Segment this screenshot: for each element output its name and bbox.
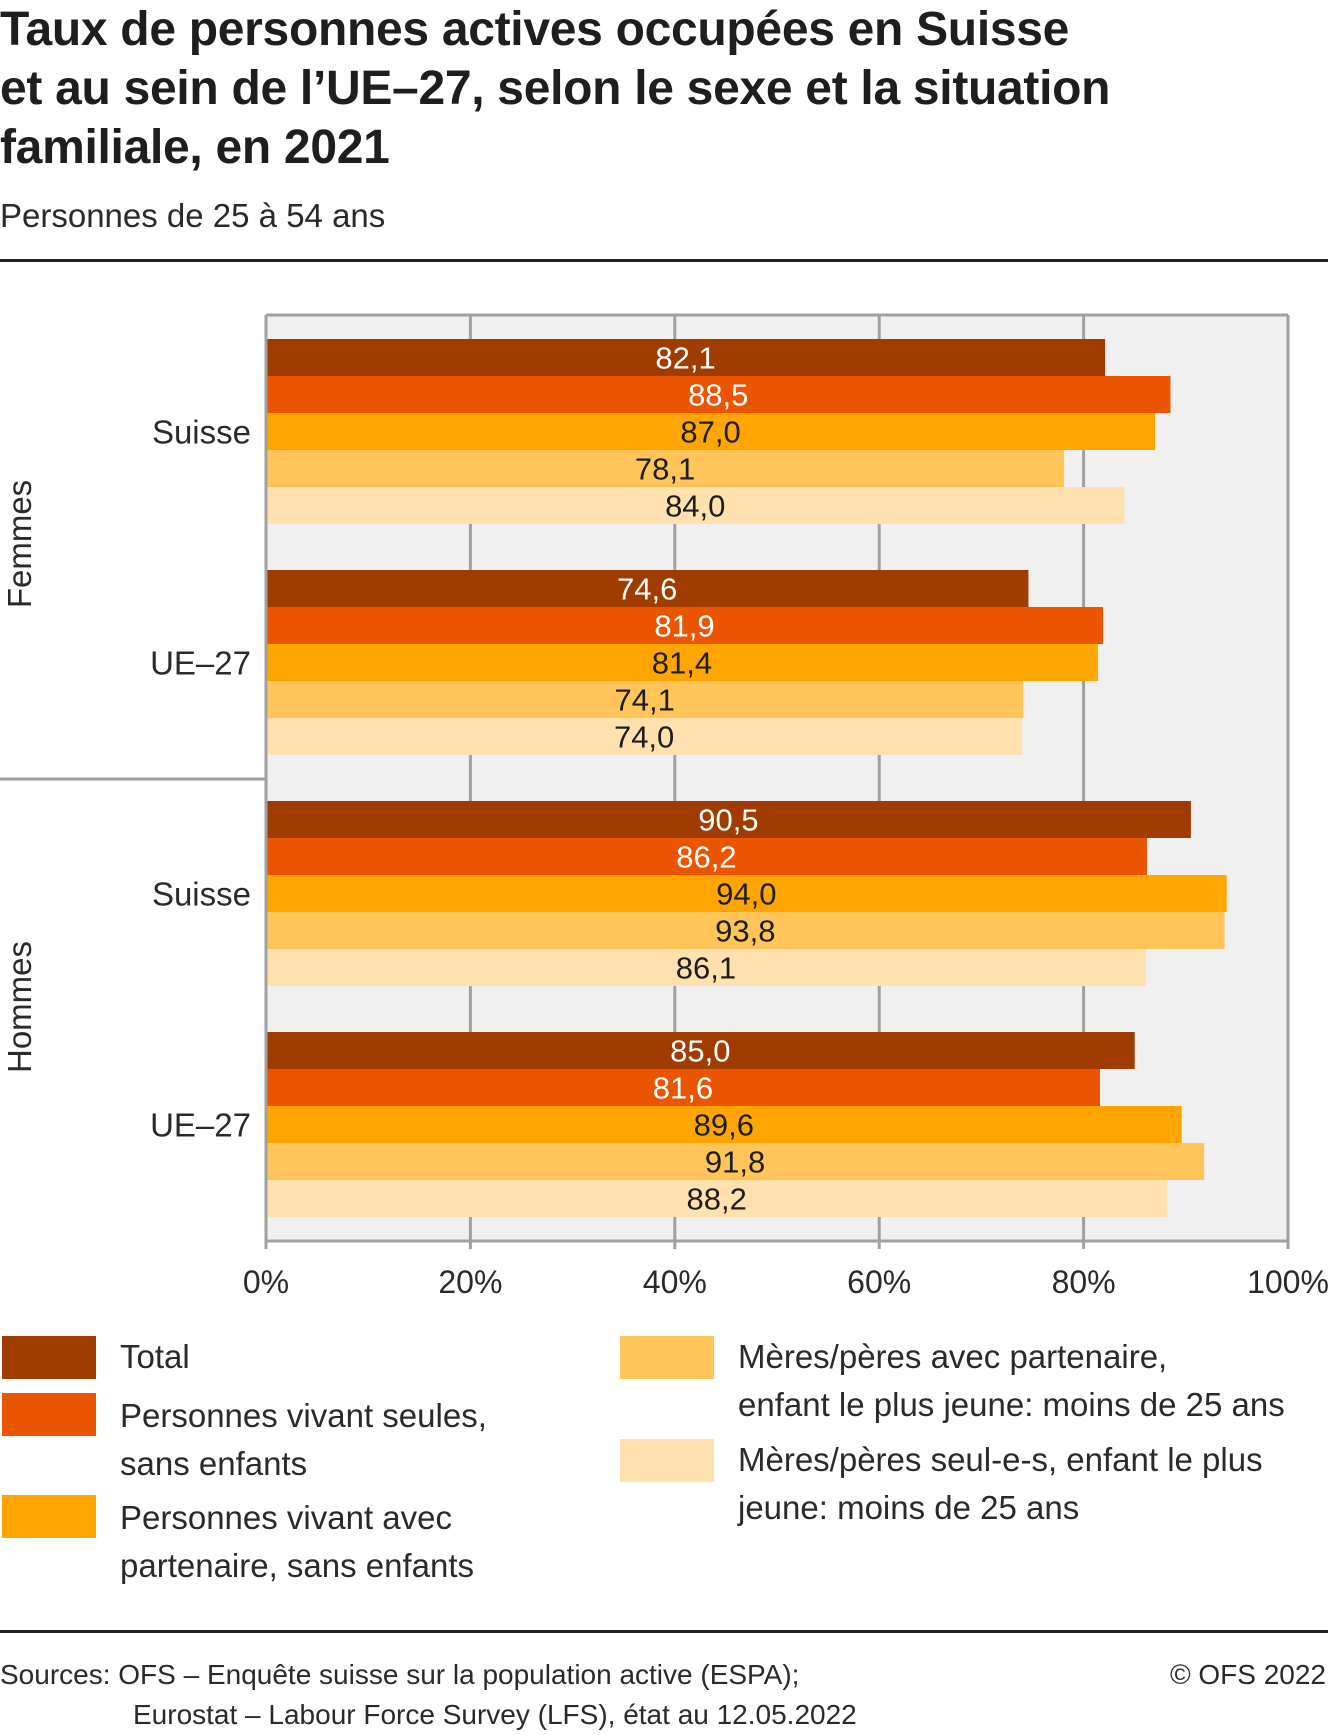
bar-value-label: 88,5	[688, 378, 748, 413]
bar-value-label: 74,6	[617, 572, 677, 607]
bar-femmes-suisse-series-4	[267, 487, 1125, 524]
category-label-ue27: UE–27	[150, 645, 251, 682]
bar-hommes-suisse-series-3	[267, 912, 1225, 949]
sources-line-1: Sources: OFS – Enquête suisse sur la pop…	[0, 1659, 800, 1690]
bar-value-label: 82,1	[655, 341, 715, 376]
bar-value-label: 78,1	[635, 452, 695, 487]
bar-hommes-suisse-series-0	[267, 801, 1191, 838]
bar-hommes-ue27-series-4	[267, 1180, 1168, 1217]
category-label-ue27: UE–27	[150, 1107, 251, 1144]
legend-swatch-single-parents	[620, 1439, 714, 1482]
bar-hommes-ue27-series-3	[267, 1143, 1205, 1180]
bar-value-label: 87,0	[680, 415, 740, 450]
bar-value-label: 86,1	[676, 951, 736, 986]
legend-label-single-parents: Mères/pères seul-e-s, enfant le plus jeu…	[738, 1441, 1263, 1526]
x-tick-label: 40%	[643, 1264, 707, 1300]
bar-hommes-suisse-series-2	[267, 875, 1227, 912]
legend-swatch-parents-with-partner	[620, 1336, 714, 1379]
x-tick-label: 60%	[847, 1264, 911, 1300]
bar-hommes-ue27-series-1	[267, 1069, 1100, 1106]
bar-femmes-ue27-series-3	[267, 681, 1024, 718]
sources-line-2: Eurostat – Labour Force Survey (LFS), ét…	[133, 1699, 857, 1730]
x-tick-label: 80%	[1052, 1264, 1116, 1300]
bar-value-label: 89,6	[694, 1108, 754, 1143]
x-tick-label: 20%	[438, 1264, 502, 1300]
category-label-suisse: Suisse	[152, 876, 251, 913]
bar-hommes-suisse-series-4	[267, 949, 1146, 986]
bar-value-label: 85,0	[670, 1034, 730, 1069]
bar-value-label: 91,8	[705, 1145, 765, 1180]
copyright: © OFS 2022	[1169, 1659, 1326, 1690]
bar-value-label: 93,8	[715, 914, 775, 949]
outer-group-label-femmes: Femmes	[1, 480, 38, 608]
chart-title: Taux de personnes actives occupées en Su…	[0, 0, 1320, 177]
bar-value-label: 81,6	[653, 1071, 713, 1106]
bar-femmes-ue27-series-4	[267, 718, 1023, 755]
bar-hommes-suisse-series-1	[267, 838, 1147, 875]
bar-value-label: 81,9	[654, 609, 714, 644]
bar-chart: 82,188,587,078,184,0 74,681,981,474,174,0…	[0, 313, 1328, 1300]
bar-femmes-ue27-series-0	[267, 570, 1029, 607]
legend-label-total: Total	[120, 1338, 190, 1375]
bar-femmes-ue27-series-2	[267, 644, 1098, 681]
x-tick-label: 0%	[243, 1264, 289, 1300]
bar-value-label: 81,4	[652, 646, 712, 681]
chart-subtitle: Personnes de 25 à 54 ans	[0, 197, 386, 234]
top-divider	[0, 259, 1328, 262]
bar-femmes-suisse-series-3	[267, 450, 1065, 487]
bar-value-label: 84,0	[665, 489, 725, 524]
bar-hommes-ue27-series-0	[267, 1032, 1135, 1069]
legend-swatch-living-alone	[2, 1393, 96, 1436]
bar-value-label: 90,5	[698, 803, 758, 838]
x-tick-label: 100%	[1247, 1264, 1328, 1300]
legend-label-living-alone: Personnes vivant seules, sans enfants	[120, 1397, 487, 1482]
bar-femmes-suisse-series-2	[267, 413, 1156, 450]
chart-title-line-3: familiale, en 2021	[0, 121, 390, 174]
bar-value-label: 74,1	[614, 683, 674, 718]
chart-title-line-1: Taux de personnes actives occupées en Su…	[0, 3, 1070, 56]
bar-hommes-ue27-series-2	[267, 1106, 1182, 1143]
bar-femmes-suisse-series-0	[267, 339, 1106, 376]
outer-group-label-hommes: Hommes	[1, 941, 38, 1073]
bottom-divider	[0, 1630, 1328, 1633]
chart-title-line-2: et au sein de l’UE–27, selon le sexe et …	[0, 62, 1111, 115]
legend-label-with-partner: Personnes vivant avec partenaire, sans e…	[120, 1499, 475, 1584]
bar-value-label: 86,2	[676, 840, 736, 875]
legend-swatch-with-partner	[2, 1495, 96, 1538]
legend-swatch-total	[2, 1336, 96, 1379]
bar-femmes-suisse-series-1	[267, 376, 1171, 413]
bar-femmes-ue27-series-1	[267, 607, 1104, 644]
category-label-suisse: Suisse	[152, 414, 251, 451]
bar-value-label: 94,0	[716, 877, 776, 912]
bar-value-label: 74,0	[614, 720, 674, 755]
legend-label-parents-with-partner: Mères/pères avec partenaire, enfant le p…	[738, 1338, 1285, 1423]
bar-value-label: 88,2	[687, 1182, 747, 1217]
